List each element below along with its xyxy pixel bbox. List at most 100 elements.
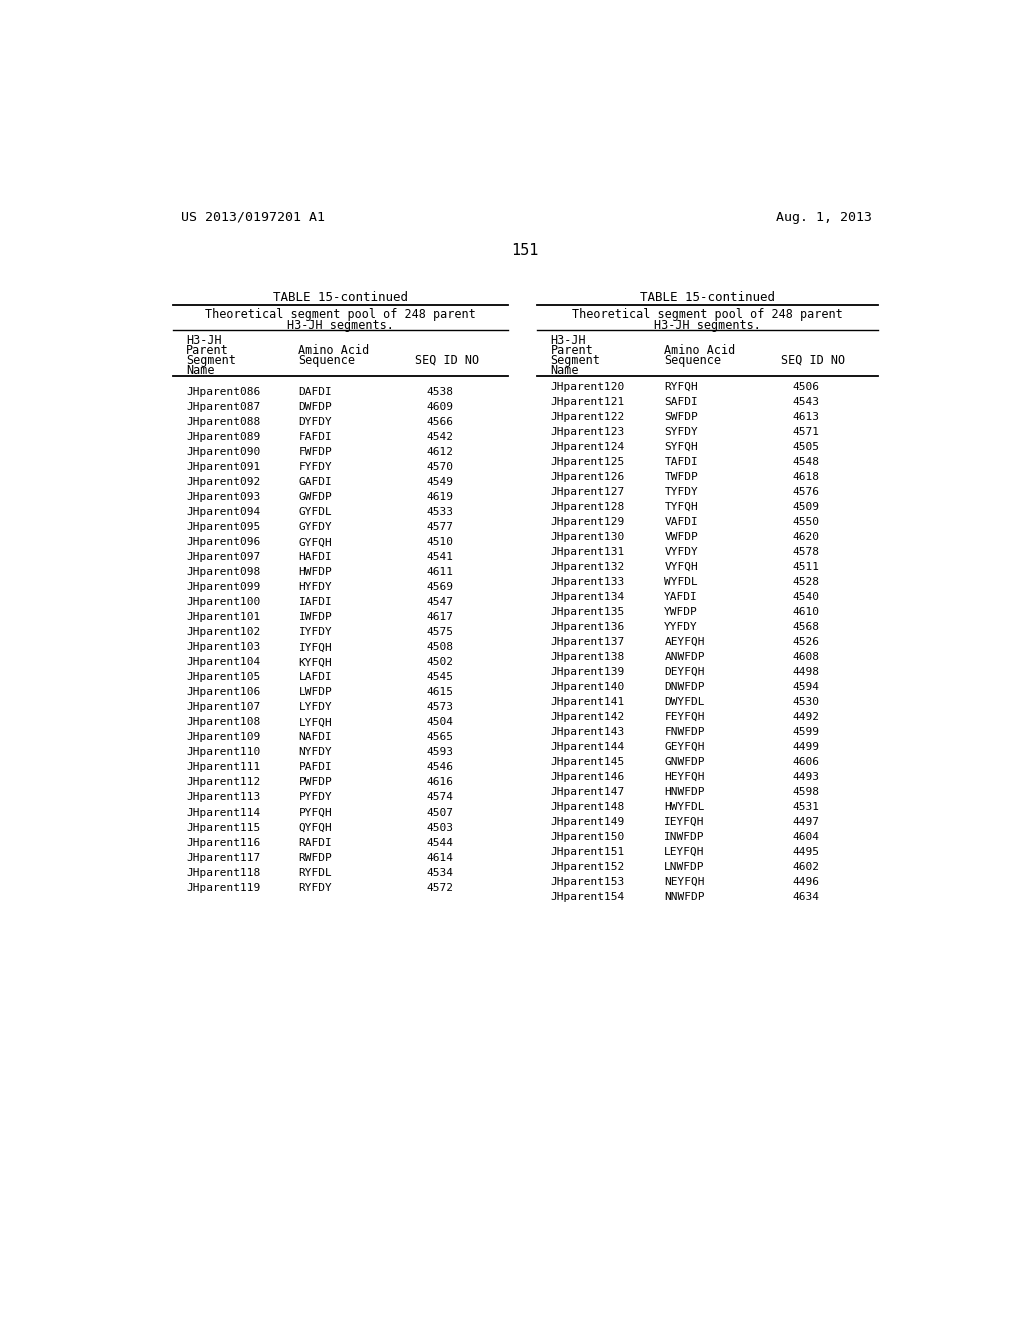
Text: TYFQH: TYFQH [665, 502, 698, 512]
Text: 4502: 4502 [426, 657, 454, 668]
Text: 4541: 4541 [426, 552, 454, 562]
Text: INWFDP: INWFDP [665, 832, 705, 842]
Text: JHparent132: JHparent132 [550, 562, 625, 572]
Text: 4495: 4495 [793, 847, 819, 857]
Text: JHparent137: JHparent137 [550, 638, 625, 647]
Text: DYFDY: DYFDY [299, 417, 332, 428]
Text: DWYFDL: DWYFDL [665, 697, 705, 708]
Text: JHparent143: JHparent143 [550, 727, 625, 737]
Text: JHparent151: JHparent151 [550, 847, 625, 857]
Text: IEYFQH: IEYFQH [665, 817, 705, 828]
Text: 4508: 4508 [426, 643, 454, 652]
Text: SYFQH: SYFQH [665, 442, 698, 451]
Text: JHparent108: JHparent108 [186, 718, 260, 727]
Text: JHparent140: JHparent140 [550, 682, 625, 692]
Text: JHparent144: JHparent144 [550, 742, 625, 752]
Text: JHparent129: JHparent129 [550, 517, 625, 527]
Text: JHparent093: JHparent093 [186, 492, 260, 502]
Text: 4574: 4574 [426, 792, 454, 803]
Text: 4506: 4506 [793, 381, 819, 392]
Text: LYFDY: LYFDY [299, 702, 332, 713]
Text: YAFDI: YAFDI [665, 591, 698, 602]
Text: 4509: 4509 [793, 502, 819, 512]
Text: 4496: 4496 [793, 878, 819, 887]
Text: JHparent121: JHparent121 [550, 397, 625, 407]
Text: 4543: 4543 [793, 397, 819, 407]
Text: SYFDY: SYFDY [665, 426, 698, 437]
Text: SEQ ID NO: SEQ ID NO [780, 354, 845, 367]
Text: HEYFQH: HEYFQH [665, 772, 705, 781]
Text: RWFDP: RWFDP [299, 853, 332, 862]
Text: 4546: 4546 [426, 763, 454, 772]
Text: JHparent128: JHparent128 [550, 502, 625, 512]
Text: 4578: 4578 [793, 546, 819, 557]
Text: JHparent106: JHparent106 [186, 688, 260, 697]
Text: GAFDI: GAFDI [299, 478, 332, 487]
Text: PWFDP: PWFDP [299, 777, 332, 788]
Text: 4634: 4634 [793, 892, 819, 902]
Text: TWFDP: TWFDP [665, 471, 698, 482]
Text: LAFDI: LAFDI [299, 672, 332, 682]
Text: 4612: 4612 [426, 447, 454, 457]
Text: 151: 151 [511, 243, 539, 259]
Text: TAFDI: TAFDI [665, 457, 698, 467]
Text: JHparent136: JHparent136 [550, 622, 625, 632]
Text: KYFQH: KYFQH [299, 657, 332, 668]
Text: 4498: 4498 [793, 667, 819, 677]
Text: 4503: 4503 [426, 822, 454, 833]
Text: JHparent152: JHparent152 [550, 862, 625, 873]
Text: Segment: Segment [550, 354, 600, 367]
Text: AEYFQH: AEYFQH [665, 638, 705, 647]
Text: JHparent124: JHparent124 [550, 442, 625, 451]
Text: 4530: 4530 [793, 697, 819, 708]
Text: Theoretical segment pool of 248 parent: Theoretical segment pool of 248 parent [205, 308, 476, 321]
Text: Parent: Parent [186, 345, 229, 356]
Text: JHparent119: JHparent119 [186, 883, 260, 892]
Text: 4568: 4568 [793, 622, 819, 632]
Text: JHparent122: JHparent122 [550, 412, 625, 421]
Text: JHparent142: JHparent142 [550, 711, 625, 722]
Text: Aug. 1, 2013: Aug. 1, 2013 [776, 211, 872, 224]
Text: JHparent089: JHparent089 [186, 432, 260, 442]
Text: 4540: 4540 [793, 591, 819, 602]
Text: PYFDY: PYFDY [299, 792, 332, 803]
Text: 4570: 4570 [426, 462, 454, 473]
Text: JHparent133: JHparent133 [550, 577, 625, 587]
Text: FWFDP: FWFDP [299, 447, 332, 457]
Text: 4575: 4575 [426, 627, 454, 638]
Text: JHparent138: JHparent138 [550, 652, 625, 661]
Text: H3-JH segments.: H3-JH segments. [287, 318, 394, 331]
Text: 4545: 4545 [426, 672, 454, 682]
Text: JHparent088: JHparent088 [186, 417, 260, 428]
Text: GNWFDP: GNWFDP [665, 758, 705, 767]
Text: HWYFDL: HWYFDL [665, 803, 705, 812]
Text: YWFDP: YWFDP [665, 607, 698, 616]
Text: IYFQH: IYFQH [299, 643, 332, 652]
Text: Amino Acid: Amino Acid [299, 345, 370, 356]
Text: JHparent135: JHparent135 [550, 607, 625, 616]
Text: 4534: 4534 [426, 867, 454, 878]
Text: JHparent109: JHparent109 [186, 733, 260, 742]
Text: Segment: Segment [186, 354, 236, 367]
Text: LYFQH: LYFQH [299, 718, 332, 727]
Text: JHparent102: JHparent102 [186, 627, 260, 638]
Text: 4577: 4577 [426, 523, 454, 532]
Text: PYFQH: PYFQH [299, 808, 332, 817]
Text: JHparent110: JHparent110 [186, 747, 260, 758]
Text: FAFDI: FAFDI [299, 432, 332, 442]
Text: JHparent104: JHparent104 [186, 657, 260, 668]
Text: FEYFQH: FEYFQH [665, 711, 705, 722]
Text: JHparent087: JHparent087 [186, 403, 260, 412]
Text: 4576: 4576 [793, 487, 819, 496]
Text: 4533: 4533 [426, 507, 454, 517]
Text: HAFDI: HAFDI [299, 552, 332, 562]
Text: 4528: 4528 [793, 577, 819, 587]
Text: LNWFDP: LNWFDP [665, 862, 705, 873]
Text: JHparent131: JHparent131 [550, 546, 625, 557]
Text: JHparent098: JHparent098 [186, 568, 260, 577]
Text: GWFDP: GWFDP [299, 492, 332, 502]
Text: 4548: 4548 [793, 457, 819, 467]
Text: 4618: 4618 [793, 471, 819, 482]
Text: H3-JH segments.: H3-JH segments. [654, 318, 761, 331]
Text: JHparent153: JHparent153 [550, 878, 625, 887]
